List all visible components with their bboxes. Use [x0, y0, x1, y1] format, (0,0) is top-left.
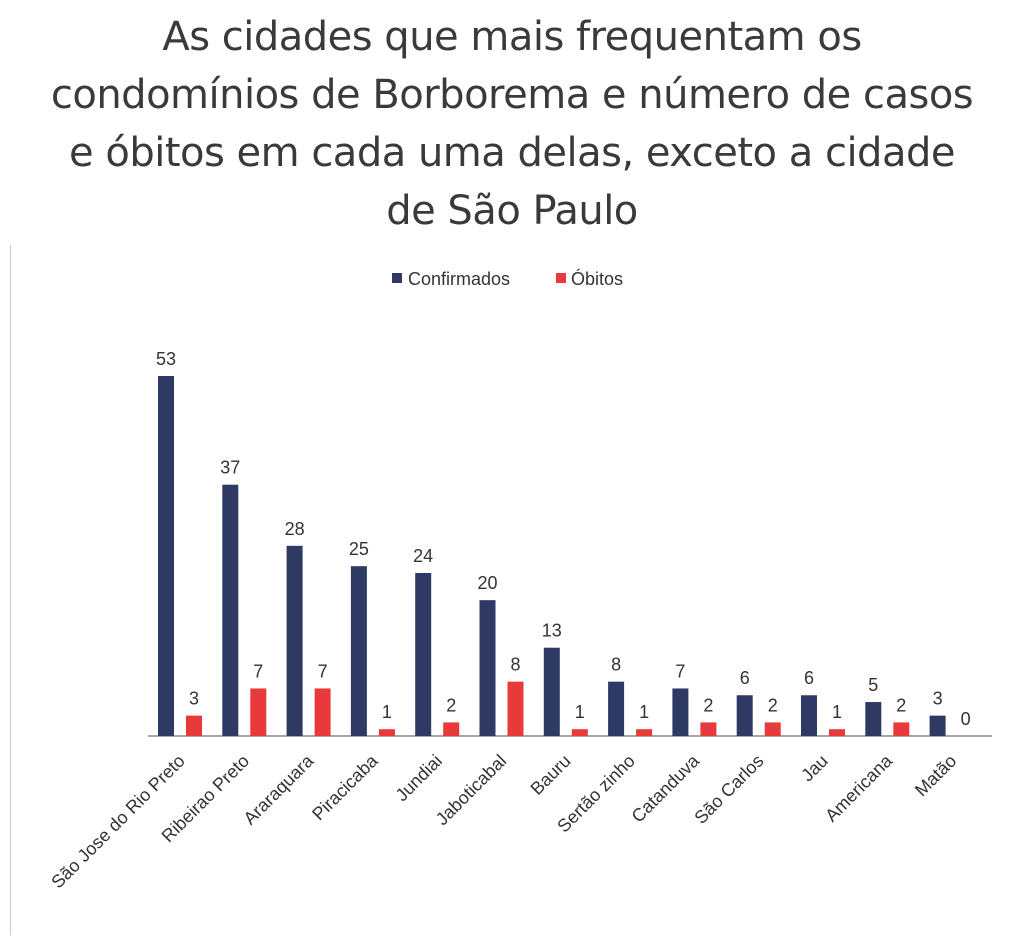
chart-title-line: e óbitos em cada uma delas, exceto a cid… — [69, 130, 955, 176]
data-label-confirmados: 37 — [220, 458, 240, 478]
data-label-obitos: 1 — [639, 702, 649, 722]
data-label-confirmados: 8 — [611, 655, 621, 675]
legend-label: Confirmados — [408, 269, 510, 289]
data-label-confirmados: 25 — [349, 539, 369, 559]
bar-confirmados — [222, 484, 239, 736]
bar-obitos — [186, 715, 202, 736]
bar-obitos — [314, 688, 331, 736]
data-label-obitos: 1 — [575, 702, 585, 722]
bar-obitos — [636, 729, 653, 736]
category-label: Americana — [821, 750, 897, 826]
bar-obitos — [764, 722, 781, 736]
bar-confirmados — [350, 566, 367, 736]
chart-title-line: condomínios de Borborema e número de cas… — [50, 72, 974, 118]
data-label-obitos: 1 — [382, 702, 392, 722]
data-label-obitos: 8 — [510, 655, 520, 675]
category-label: São Carlos — [690, 751, 767, 828]
data-label-confirmados: 6 — [740, 668, 750, 688]
category-label: Jau — [797, 751, 832, 786]
data-label-confirmados: 53 — [156, 349, 176, 369]
bar-confirmados — [801, 695, 817, 736]
bar-confirmados — [543, 647, 560, 736]
category-label: Piracicaba — [308, 750, 382, 824]
bar-obitos — [893, 722, 910, 736]
chart-title: As cidades que mais frequentam os condom… — [0, 8, 1024, 240]
category-label: Araraquara — [240, 750, 319, 829]
legend-swatch-confirmados — [392, 273, 402, 283]
bar-confirmados — [479, 600, 496, 736]
data-label-obitos: 1 — [832, 702, 842, 722]
bar-confirmados — [158, 376, 174, 736]
category-label: Matão — [911, 751, 961, 801]
data-label-obitos: 7 — [318, 661, 328, 681]
bar-confirmados — [736, 695, 753, 736]
data-label-obitos: 2 — [703, 695, 713, 715]
bar-obitos — [507, 681, 524, 736]
bar-obitos — [378, 729, 395, 736]
bar-obitos — [700, 722, 717, 736]
data-label-confirmados: 3 — [933, 689, 943, 709]
legend-label: Óbitos — [571, 268, 623, 289]
data-label-confirmados: 5 — [868, 675, 878, 695]
bar-obitos — [250, 688, 267, 736]
category-label: Jundiai — [392, 751, 446, 805]
chart-title-line: As cidades que mais frequentam os — [162, 14, 862, 60]
data-label-obitos: 7 — [253, 661, 263, 681]
data-label-obitos: 0 — [961, 709, 971, 729]
data-label-confirmados: 28 — [285, 519, 305, 539]
data-label-obitos: 3 — [189, 689, 199, 709]
plot-area-frame — [10, 245, 1019, 935]
data-label-obitos: 2 — [896, 695, 906, 715]
bar-obitos — [571, 729, 588, 736]
bar-confirmados — [672, 688, 689, 736]
bar-confirmados — [865, 702, 882, 736]
chart-title-line: de São Paulo — [386, 188, 638, 234]
bar-confirmados — [608, 681, 625, 736]
bar-obitos — [829, 729, 845, 736]
data-label-confirmados: 20 — [477, 573, 497, 593]
data-label-obitos: 2 — [446, 695, 456, 715]
data-label-confirmados: 6 — [804, 668, 814, 688]
bar-confirmados — [929, 715, 946, 736]
data-label-confirmados: 24 — [413, 546, 433, 566]
bar-confirmados — [415, 572, 432, 736]
bar-confirmados — [286, 545, 303, 736]
legend-swatch-obitos — [556, 273, 566, 283]
data-label-confirmados: 7 — [675, 661, 685, 681]
bar-obitos — [443, 722, 460, 736]
data-label-confirmados: 13 — [542, 621, 562, 641]
data-label-obitos: 2 — [768, 695, 778, 715]
category-label: Bauru — [527, 751, 575, 799]
